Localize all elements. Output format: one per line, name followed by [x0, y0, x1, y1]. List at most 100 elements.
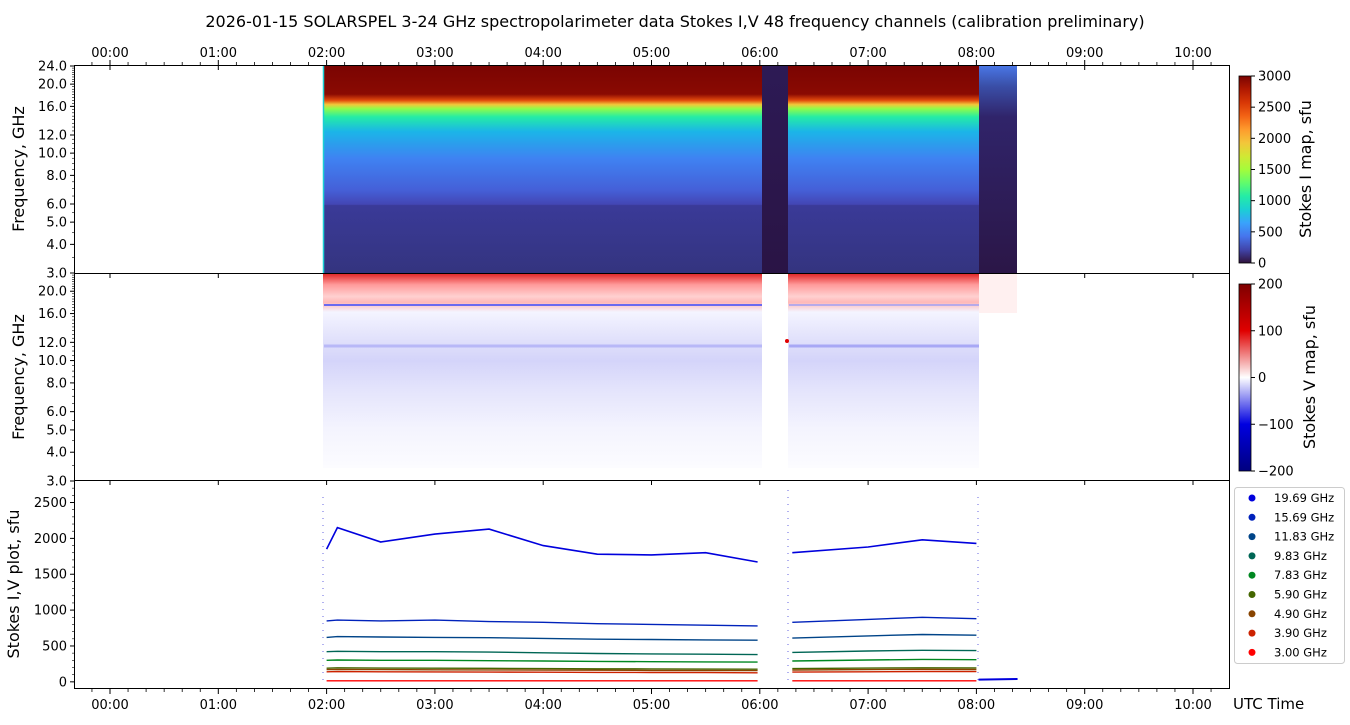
bottom-tick-label: 04:00	[524, 698, 561, 713]
freq-tick-label: 24.0	[38, 60, 67, 75]
series-line-3-90-ghz-seg0	[326, 670, 758, 674]
bottom-tick-label: 08:00	[958, 698, 995, 713]
stokes-i-spectrum-segment-1	[323, 65, 762, 273]
colorbar-tick-label: 2000	[1258, 132, 1291, 147]
bottom-tick-label: 02:00	[308, 698, 345, 713]
stokes-i-colorbar	[1238, 75, 1252, 264]
stokes-v-spectrum-segment-3	[979, 273, 1017, 313]
series-line-7-83-ghz-seg0	[326, 659, 758, 663]
stokes-plot-panel: 0 500 1000 1500 2000 2500 Stokes I,V plot, sf…	[4, 480, 1230, 690]
series-line-15-69-ghz-seg0	[326, 619, 758, 627]
legend-label: 7.83 GHz	[1274, 568, 1327, 582]
legend-marker	[1248, 552, 1256, 560]
legend-label: 4.90 GHz	[1274, 607, 1327, 621]
top-tick-label: 08:00	[958, 46, 995, 61]
legend-label: 19.69 GHz	[1274, 491, 1334, 505]
legend-label: 9.83 GHz	[1274, 549, 1327, 563]
x-axis-label: UTC Time	[1233, 695, 1304, 713]
freq-tick-label: 3.0	[46, 475, 67, 490]
freq-tick-label: 20.0	[38, 285, 67, 300]
chart-title: 2026-01-15 SOLARSPEL 3-24 GHz spectropol…	[205, 12, 1144, 31]
stokes-v-panel: 3.0 4.0 5.0 6.0 8.0 10.0 12.0 16.0 20.0 Frequenc…	[9, 272, 1319, 490]
colorbar-tick-label: 100	[1258, 324, 1283, 339]
freq-tick-label: 16.0	[38, 307, 67, 322]
freq-tick-label: 5.0	[46, 423, 67, 438]
freq-tick-label: 5.0	[46, 216, 67, 231]
stokes-plot-ylabel: Stokes I,V plot, sfu	[4, 510, 23, 659]
freq-tick-label: 12.0	[38, 129, 67, 144]
legend-marker	[1248, 648, 1256, 656]
legend-marker	[1248, 610, 1256, 618]
bottom-tick-label: 03:00	[416, 698, 453, 713]
series-line-15-69-ghz-seg1	[792, 616, 977, 623]
series-line-9-83-ghz-seg1	[792, 649, 977, 654]
top-tick-label: 07:00	[849, 46, 886, 61]
stokes-v-y-axis: 3.0 4.0 5.0 6.0 8.0 10.0 12.0 16.0 20.0	[38, 272, 75, 490]
stokes-v-ylabel: Frequency, GHz	[9, 314, 28, 440]
stokes-i-gap-segment	[762, 65, 788, 273]
bottom-tick-label: 07:00	[849, 698, 886, 713]
stokes-v-red-spot	[785, 339, 789, 343]
series-tail	[978, 677, 1018, 681]
legend-label: 11.83 GHz	[1274, 530, 1334, 544]
series-line-19-69-ghz-seg0	[325, 526, 758, 563]
stokes-i-y-axis: 3.0 4.0 5.0 6.0 8.0 10.0 12.0 16.0 20.0 24.0	[38, 60, 75, 282]
freq-tick-label: 6.0	[46, 405, 67, 420]
bottom-tick-label: 00:00	[91, 698, 128, 713]
top-tick-label: 00:00	[91, 46, 128, 61]
legend-label: 3.00 GHz	[1274, 645, 1327, 659]
bottom-tick-label: 06:00	[741, 698, 778, 713]
colorbar-tick-label: −200	[1258, 465, 1294, 480]
legend-label: 15.69 GHz	[1274, 510, 1334, 524]
freq-tick-label: 16.0	[38, 100, 67, 115]
stokes-i-spectrum-segment-2	[788, 65, 979, 273]
top-tick-label: 06:00	[741, 46, 778, 61]
colorbar-tick-label: 2500	[1258, 101, 1291, 116]
legend-marker	[1248, 591, 1256, 598]
plot-y-tick-label: 1000	[34, 604, 67, 619]
plot-y-tick-label: 2500	[34, 496, 67, 511]
legend-marker	[1248, 513, 1256, 521]
colorbar-tick-label: 1500	[1258, 163, 1291, 178]
freq-tick-label: 4.0	[46, 238, 67, 253]
freq-tick-label: 20.0	[38, 78, 67, 93]
colorbar-tick-label: 1000	[1258, 194, 1291, 209]
top-tick-label: 10:00	[1174, 46, 1211, 61]
stokes-plot-frame	[74, 480, 1230, 689]
stokes-i-colorbar-ticks: 0 500 1000 1500 2000 2500 3000	[1251, 70, 1291, 272]
legend-marker	[1248, 571, 1256, 579]
series-line-11-83-ghz-seg1	[792, 633, 977, 639]
colorbar-tick-label: 0	[1258, 257, 1266, 272]
freq-tick-label: 4.0	[46, 446, 67, 461]
legend-marker	[1248, 533, 1256, 541]
series-line-11-83-ghz-seg0	[326, 635, 758, 641]
stokes-i-spectrum-segment-3	[979, 65, 1017, 273]
top-time-axis: 00:00 01:00 02:00 03:00 04:00 05:00 06:00 07:00…	[91, 46, 1212, 485]
legend-box	[1234, 487, 1345, 664]
top-tick-label: 04:00	[524, 46, 561, 61]
legend-label: 3.90 GHz	[1274, 626, 1327, 640]
bottom-time-axis: 00:00 01:00 02:00 03:00 04:00 05:00 06:00 07:00…	[91, 689, 1212, 713]
stokes-v-colorbar-label: Stokes V map, sfu	[1300, 305, 1319, 449]
colorbar-tick-label: 3000	[1258, 70, 1291, 85]
stokes-v-colorbar-ticks: 200 100 0 −100 −200	[1251, 278, 1294, 480]
stokes-v-spectrum-segment-1	[323, 273, 762, 468]
freq-tick-label: 10.0	[38, 354, 67, 369]
stokes-i-colorbar-label: Stokes I map, sfu	[1296, 100, 1315, 238]
bottom-tick-label: 01:00	[200, 698, 237, 713]
top-tick-label: 09:00	[1066, 46, 1103, 61]
freq-tick-label: 3.0	[46, 267, 67, 282]
bottom-tick-label: 10:00	[1174, 698, 1211, 713]
legend-label: 5.90 GHz	[1274, 588, 1327, 602]
series-line-4-90-ghz-seg1	[792, 668, 977, 671]
series-line-9-83-ghz-seg0	[326, 650, 758, 656]
freq-tick-label: 12.0	[38, 336, 67, 351]
series-line-19-69-ghz-seg1	[792, 538, 977, 554]
legend-marker	[1248, 494, 1256, 502]
freq-tick-label: 6.0	[46, 198, 67, 213]
series-line-5-90-ghz-seg0	[326, 667, 758, 670]
top-tick-label: 05:00	[633, 46, 670, 61]
series-line-4-90-ghz-seg0	[326, 668, 758, 672]
freq-tick-label: 8.0	[46, 169, 67, 184]
